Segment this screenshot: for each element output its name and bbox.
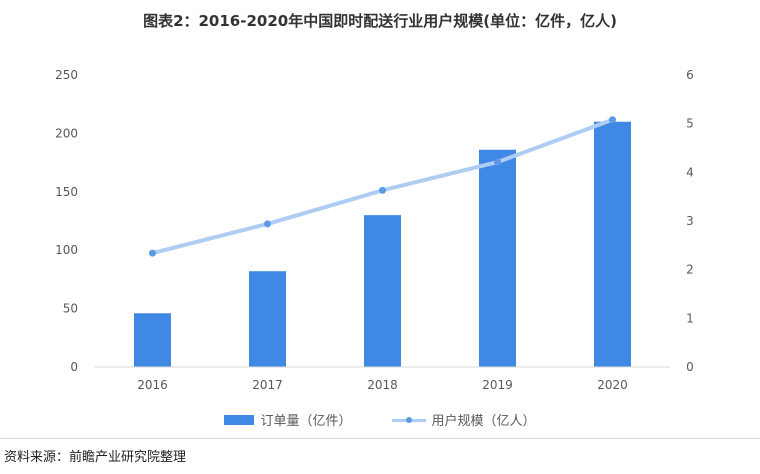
right-tick-label: 1 [686, 311, 694, 325]
line-point [149, 249, 156, 257]
source-note: 资料来源：前瞻产业研究院整理 [4, 450, 187, 465]
left-tick-label: 0 [70, 360, 78, 374]
line-point [494, 158, 501, 166]
line-point [264, 220, 271, 228]
bar [134, 313, 171, 367]
left-tick-label: 150 [55, 185, 78, 199]
legend: 订单量（亿件） 用户规模（亿人） [0, 410, 760, 429]
x-tick-label: 2018 [367, 378, 398, 392]
left-tick-label: 250 [55, 68, 78, 82]
left-tick-label: 50 [63, 302, 78, 316]
x-axis-ticks: 2016 2017 2018 2019 2020 [137, 378, 628, 392]
right-tick-label: 0 [686, 360, 694, 374]
x-tick-label: 2019 [482, 378, 513, 392]
line-point [609, 116, 616, 124]
legend-item-users: 用户规模（亿人） [391, 410, 536, 429]
line-points [149, 116, 616, 257]
footer-divider [0, 438, 760, 439]
x-tick-label: 2017 [252, 378, 283, 392]
legend-swatch-bar [224, 414, 255, 425]
right-tick-label: 3 [686, 214, 694, 228]
legend-label-users: 用户规模（亿人） [431, 414, 536, 429]
right-tick-label: 6 [686, 68, 694, 82]
x-tick-label: 2016 [137, 378, 168, 392]
bar-series [134, 121, 631, 367]
bar [479, 149, 516, 367]
left-tick-label: 100 [55, 243, 78, 257]
left-tick-label: 200 [55, 126, 78, 140]
bar [594, 121, 631, 367]
bar [364, 215, 401, 367]
right-tick-label: 2 [686, 263, 694, 277]
right-axis-ticks: 0 1 2 3 4 5 6 [686, 68, 694, 374]
left-axis-ticks: 0 50 100 150 200 250 [55, 68, 78, 374]
legend-item-orders: 订单量（亿件） [224, 410, 352, 429]
right-tick-label: 4 [686, 165, 694, 179]
chart-title: 图表2：2016-2020年中国即时配送行业用户规模(单位：亿件，亿人) [143, 12, 617, 30]
legend-label-orders: 订单量（亿件） [260, 414, 352, 429]
x-tick-label: 2020 [597, 378, 628, 392]
legend-swatch-line [391, 415, 426, 425]
right-tick-label: 5 [686, 117, 694, 131]
bar [249, 271, 286, 367]
line-point [379, 186, 386, 194]
